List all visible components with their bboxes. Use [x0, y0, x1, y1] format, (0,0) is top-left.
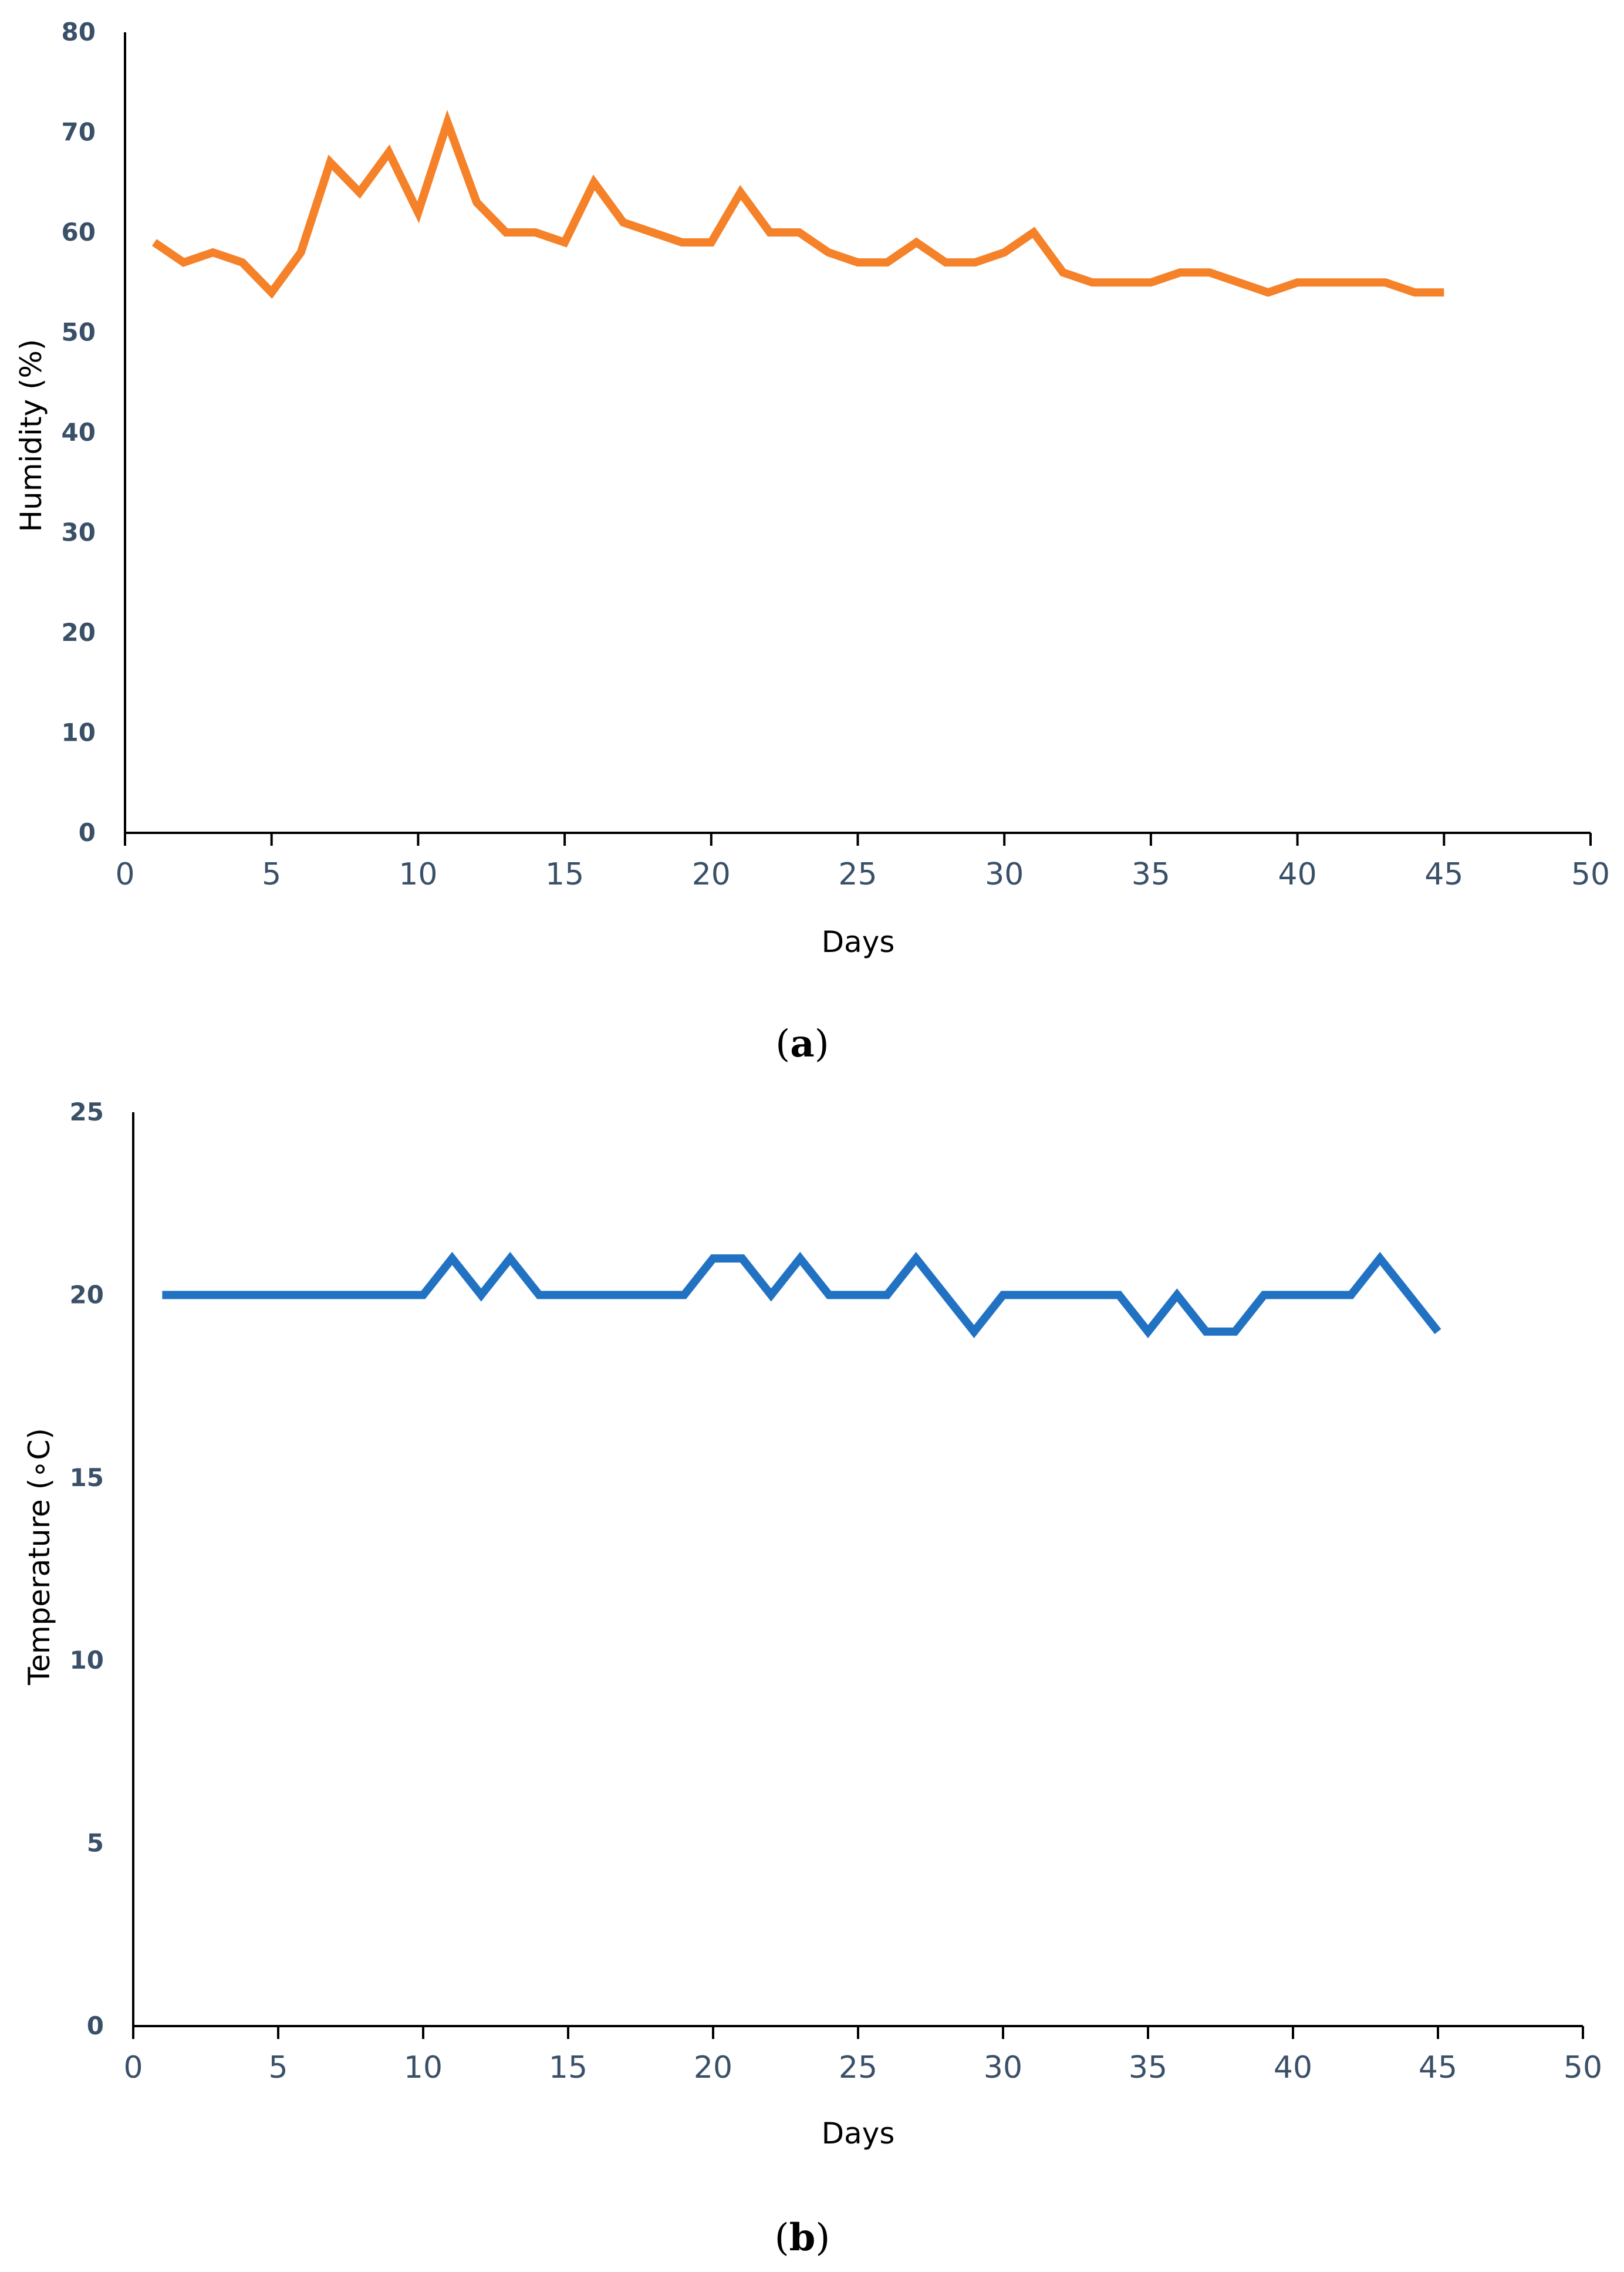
humidity-y-tick-label: 20 — [62, 618, 96, 647]
temperature-x-tick-label: 5 — [268, 2050, 288, 2085]
humidity-y-tick-label: 30 — [62, 518, 96, 547]
humidity-x-tick-label: 25 — [838, 857, 877, 892]
humidity-y-tick-label: 60 — [62, 218, 96, 247]
humidity-x-tick-marks — [124, 833, 1592, 846]
humidity-x-tick-label: 30 — [985, 857, 1024, 892]
humidity-x-tick-label: 5 — [262, 857, 281, 892]
humidity-x-tick-label: 10 — [399, 857, 437, 892]
temperature-x-tick-labels: 0 5 10 15 20 25 30 35 40 45 50 — [123, 2050, 1602, 2085]
panel-a-label: (a) — [775, 1022, 829, 1066]
humidity-y-tick-label: 80 — [62, 18, 96, 46]
temperature-y-tick-label: 20 — [70, 1280, 104, 1309]
temperature-y-axis-title: Temperature (∘C) — [22, 1428, 56, 1686]
humidity-x-tick-label: 35 — [1132, 857, 1170, 892]
temperature-x-tick-label: 45 — [1419, 2050, 1457, 2085]
temperature-x-axis-title: Days — [822, 2116, 895, 2151]
humidity-y-tick-label: 50 — [62, 318, 96, 347]
humidity-x-tick-label: 50 — [1571, 857, 1610, 892]
humidity-x-tick-label: 0 — [115, 857, 134, 892]
panel-b-label: (b) — [775, 2216, 830, 2260]
temperature-y-tick-label: 5 — [87, 1829, 104, 1858]
temperature-y-tick-labels: 0 5 10 15 20 25 — [70, 1098, 104, 2040]
humidity-x-tick-label: 40 — [1278, 857, 1317, 892]
humidity-y-tick-label: 0 — [79, 818, 96, 847]
temperature-y-tick-label: 10 — [70, 1646, 104, 1675]
temperature-x-tick-label: 40 — [1274, 2050, 1312, 2085]
humidity-x-axis-title: Days — [822, 925, 895, 959]
temperature-chart: 0 5 10 15 20 25 0 5 10 15 20 25 30 35 40 45 50 Days Tem… — [22, 1098, 1602, 2151]
temperature-x-tick-label: 35 — [1129, 2050, 1167, 2085]
humidity-y-tick-label: 40 — [62, 418, 96, 447]
temperature-x-tick-marks — [132, 2026, 1584, 2039]
temperature-y-tick-label: 15 — [70, 1463, 104, 1492]
temperature-y-tick-label: 25 — [70, 1098, 104, 1126]
humidity-x-tick-labels: 0 5 10 15 20 25 30 35 40 45 50 — [115, 857, 1610, 892]
temperature-y-tick-label: 0 — [87, 2011, 104, 2040]
humidity-y-tick-label: 10 — [62, 718, 96, 747]
temperature-x-tick-label: 20 — [694, 2050, 732, 2085]
humidity-chart: 0 10 20 30 40 50 60 70 80 0 5 10 15 20 25 30 35 40 45 50 D… — [14, 18, 1610, 959]
temperature-x-tick-label: 25 — [839, 2050, 877, 2085]
humidity-x-tick-label: 20 — [692, 857, 731, 892]
humidity-y-tick-label: 70 — [62, 118, 96, 147]
humidity-x-tick-label: 45 — [1424, 857, 1463, 892]
temperature-x-tick-label: 15 — [549, 2050, 588, 2085]
humidity-y-tick-labels: 0 10 20 30 40 50 60 70 80 — [62, 18, 96, 847]
humidity-y-axis-title: Humidity (%) — [14, 339, 48, 532]
temperature-x-tick-label: 10 — [404, 2050, 443, 2085]
humidity-x-tick-label: 15 — [545, 857, 584, 892]
temperature-x-tick-label: 0 — [123, 2050, 143, 2085]
temperature-x-tick-label: 30 — [984, 2050, 1022, 2085]
humidity-series-line — [151, 110, 1444, 299]
temperature-x-tick-label: 50 — [1564, 2050, 1602, 2085]
temperature-series-line — [162, 1251, 1441, 1338]
